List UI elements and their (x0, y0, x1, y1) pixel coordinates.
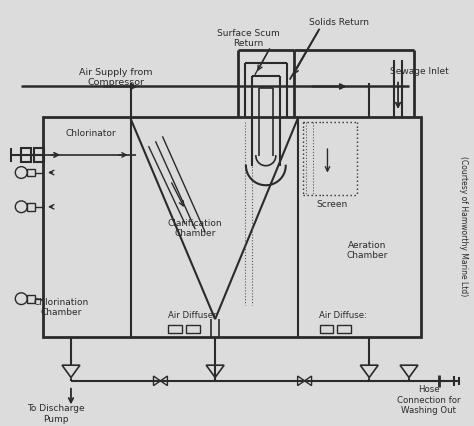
Text: Air Diffuser: Air Diffuser (168, 311, 217, 320)
Bar (34, 148, 44, 162)
Bar (319, 325, 333, 333)
Bar (337, 325, 351, 333)
Text: Chlorinator: Chlorinator (65, 129, 116, 138)
Text: Screen: Screen (317, 200, 348, 209)
Bar (168, 325, 182, 333)
Text: Clarification
Chamber: Clarification Chamber (168, 219, 223, 238)
Text: Solids Return: Solids Return (310, 18, 369, 27)
Text: To Discharge
Pump: To Discharge Pump (27, 404, 85, 424)
Bar (27, 295, 35, 302)
Text: Surface Scum
Return: Surface Scum Return (217, 29, 279, 48)
Text: Aeration
Chamber: Aeration Chamber (346, 241, 388, 260)
Text: (Courtesy of Hamworthy Marine Ltd): (Courtesy of Hamworthy Marine Ltd) (459, 156, 468, 296)
Bar (27, 169, 35, 176)
Text: Air Supply from
Compressor: Air Supply from Compressor (79, 68, 153, 87)
Bar (21, 148, 31, 162)
Text: Air Diffuse:: Air Diffuse: (319, 311, 367, 320)
Bar (43, 117, 421, 337)
Bar (27, 203, 35, 211)
Text: Chlorination
Chamber: Chlorination Chamber (33, 298, 89, 317)
Bar (186, 325, 200, 333)
Text: Hose
Connection for
Washing Out: Hose Connection for Washing Out (397, 386, 461, 415)
Text: Sewage Inlet: Sewage Inlet (390, 67, 448, 76)
